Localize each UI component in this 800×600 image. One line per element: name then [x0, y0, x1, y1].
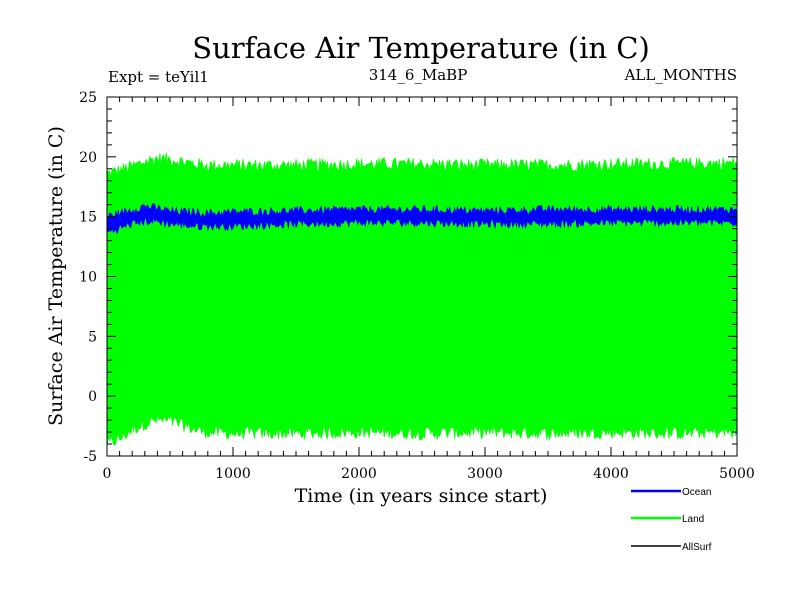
axis-tick-labels: 0 1000 2000 3000 4000 5000 -5 0 5 10 15 20 25: [79, 90, 755, 482]
experiment-label: Expt = teYil1: [108, 68, 209, 86]
legend-label-ocean: Ocean: [682, 487, 711, 498]
x-tick-label: 1000: [215, 466, 251, 482]
y-tick-label: 25: [79, 90, 97, 106]
x-tick-label: 2000: [341, 466, 377, 482]
legend: Ocean Land AllSurf: [631, 487, 712, 553]
y-tick-label: 5: [88, 329, 97, 345]
y-axis-label: Surface Air Temperature (in C): [45, 126, 67, 426]
y-tick-label: -5: [83, 449, 97, 465]
plot-area: [106, 152, 738, 447]
x-tick-label: 5000: [719, 466, 755, 482]
series-land-band: [106, 152, 738, 447]
x-tick-label: 4000: [593, 466, 629, 482]
x-axis-label: Time (in years since start): [295, 485, 548, 507]
period-label: 314_6_MaBP: [369, 66, 468, 84]
legend-label-allsurf: AllSurf: [682, 542, 712, 553]
chart-title: Surface Air Temperature (in C): [192, 31, 650, 65]
legend-label-land: Land: [682, 514, 704, 525]
y-tick-label: 20: [79, 150, 97, 166]
y-tick-label: 10: [79, 270, 97, 286]
months-label: ALL_MONTHS: [624, 66, 737, 84]
axis-ticks: [106, 96, 738, 457]
x-tick-label: 3000: [467, 466, 503, 482]
y-tick-label: 15: [79, 210, 97, 226]
x-tick-label: 0: [103, 466, 112, 482]
y-tick-label: 0: [88, 389, 97, 405]
